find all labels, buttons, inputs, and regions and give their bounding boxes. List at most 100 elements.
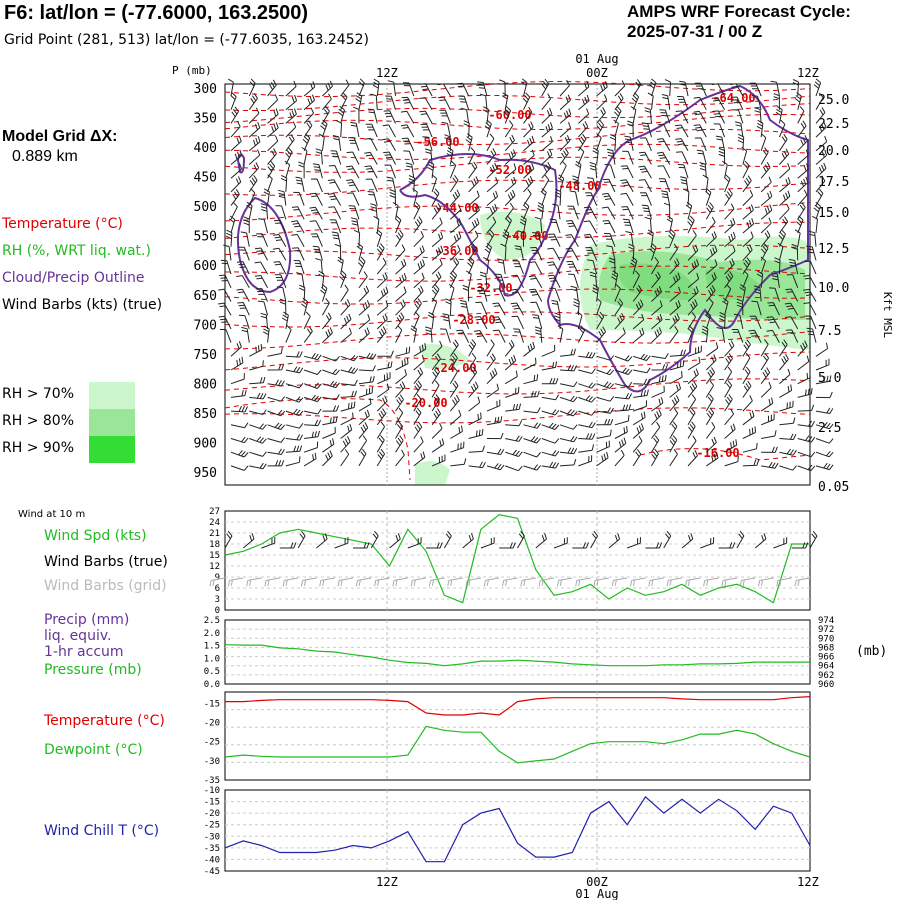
wind-barb	[794, 92, 802, 110]
wind-barb	[353, 106, 360, 124]
wind-barb	[519, 215, 527, 234]
wind-barb	[468, 428, 484, 439]
wind-barb	[541, 378, 559, 385]
wind-barb	[523, 135, 535, 152]
wind-barb	[468, 243, 477, 261]
wind-barb	[797, 355, 810, 371]
wind-barb	[701, 325, 709, 343]
wind-barb	[722, 160, 728, 179]
wind-barb	[499, 79, 506, 97]
wind-barb	[705, 393, 714, 412]
wind-barb	[742, 175, 752, 193]
wind-barb	[541, 461, 560, 469]
wind-barb	[367, 191, 378, 206]
wind-barb	[687, 215, 695, 234]
wind-barb	[779, 353, 789, 371]
wind-barb	[651, 385, 665, 398]
rh-region	[705, 269, 760, 300]
wind-barb	[705, 272, 717, 289]
wind-barb	[439, 109, 451, 124]
wind-barb	[248, 188, 256, 206]
wind-barb	[724, 231, 736, 248]
wind-barb	[348, 205, 360, 220]
wind-barb	[596, 440, 610, 453]
wind-barb	[358, 365, 376, 372]
wind-barb	[761, 461, 779, 469]
wind-barb	[237, 302, 250, 316]
wind-barb	[376, 435, 385, 453]
wind-barb	[614, 298, 624, 316]
wind-barb	[236, 288, 250, 302]
wind-barb	[651, 327, 662, 343]
wind-barb	[312, 245, 323, 261]
wind-barb	[732, 109, 744, 124]
wind-barb	[523, 149, 535, 165]
wind-barb	[565, 234, 579, 247]
wind-barb	[486, 432, 504, 440]
wind-barb	[450, 244, 461, 261]
wind-barb	[427, 161, 435, 179]
wind-barb	[641, 122, 652, 138]
wind-barb	[815, 92, 824, 110]
wind-barb	[420, 123, 433, 138]
rh-70-swatch	[89, 382, 135, 409]
wind-barb	[431, 454, 446, 467]
surface-wind-barb	[700, 537, 715, 549]
wind-barb	[716, 327, 726, 343]
wind-barb	[779, 433, 797, 440]
wind-barb	[376, 448, 386, 467]
wind-barb	[285, 423, 304, 429]
wind-barb	[262, 325, 270, 343]
grid-wind-barb	[392, 577, 408, 587]
wind-barb	[614, 425, 628, 439]
windchill-tick-label: -45	[204, 867, 220, 877]
wind-barb	[230, 341, 242, 357]
pressure-axis-label: P (mb)	[172, 64, 212, 77]
wind-barb	[449, 394, 460, 412]
grid-wind-barb	[465, 577, 482, 587]
wind-barb	[779, 448, 797, 456]
wind-barb	[322, 416, 338, 426]
pressure-tick-label: 650	[194, 289, 217, 304]
wind-barb	[549, 218, 561, 234]
wind-barb	[450, 189, 461, 206]
wind-barb	[395, 449, 405, 467]
windchill-tick-label: -25	[204, 821, 220, 831]
wind-barb	[585, 192, 598, 206]
wind-barb	[614, 80, 626, 97]
wind-barb	[779, 133, 788, 152]
precip-accum-label: 1-hr accum	[44, 644, 124, 660]
wind-barb	[328, 165, 342, 179]
wind-barb	[796, 215, 804, 234]
grid-wind-barb	[447, 577, 463, 587]
wind-barb	[559, 79, 570, 97]
surface-wind-barb	[736, 530, 745, 549]
wind-barb	[779, 417, 796, 426]
wind-barb	[505, 420, 523, 427]
grid-wind-barb	[758, 577, 774, 587]
wind-barb	[225, 229, 233, 247]
wind-barb	[706, 342, 719, 357]
wind-barb	[724, 353, 733, 371]
height-tick-label: 20.0	[818, 144, 849, 159]
wind-barb	[779, 177, 791, 193]
wind-barb	[693, 96, 707, 110]
wind-barb	[387, 80, 397, 97]
temp-tick-label: -20	[204, 719, 220, 729]
wind-barb	[687, 272, 700, 289]
model-grid-value: 0.889 km	[12, 148, 78, 165]
grid-wind-barb	[246, 577, 262, 587]
wind-barb	[815, 462, 834, 471]
wind-barb	[669, 243, 678, 261]
wind-barb	[596, 81, 608, 97]
time-tick-label: 12Z	[797, 875, 819, 889]
isotherm-label: -20.00	[404, 396, 447, 410]
wind-barb	[450, 204, 462, 220]
surface-wind-barb	[297, 530, 306, 549]
wind-barb	[696, 149, 707, 165]
wind-barb	[541, 93, 552, 111]
wind-barb	[444, 134, 451, 151]
wind-barb	[340, 284, 349, 302]
wind-barb	[431, 366, 440, 384]
wind-barb	[335, 120, 343, 138]
